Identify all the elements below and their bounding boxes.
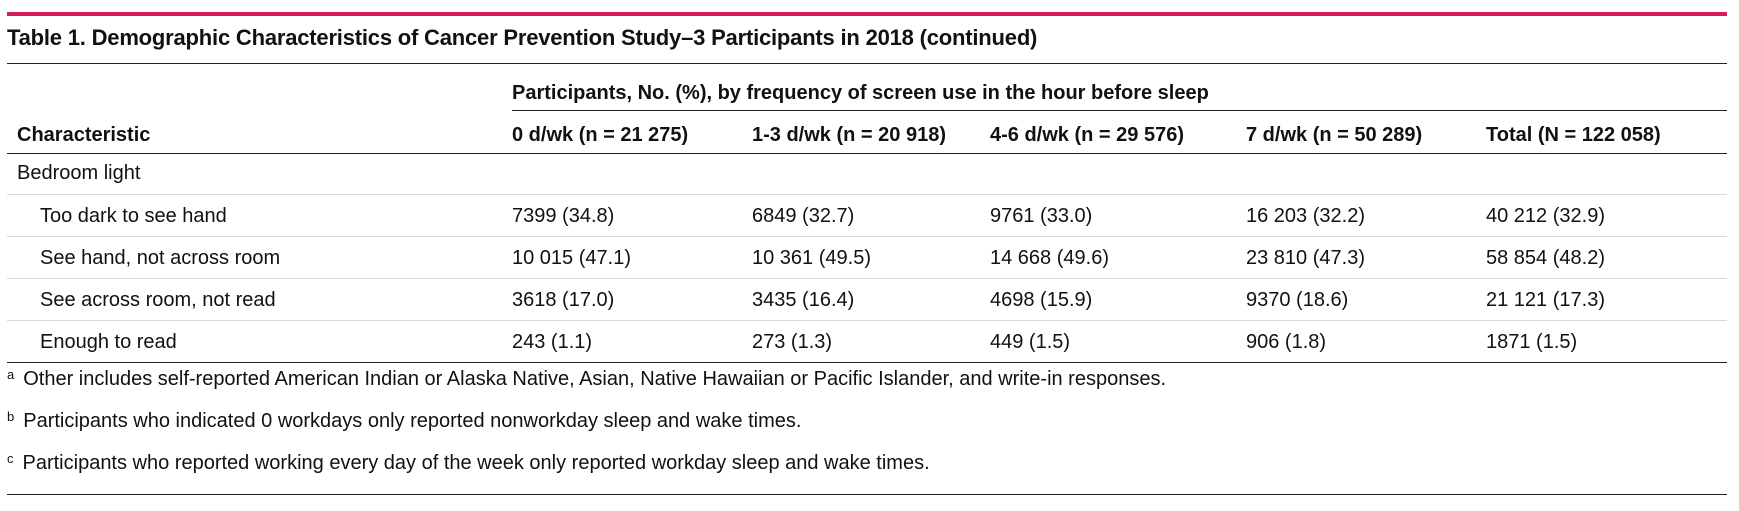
footnote-text: Participants who indicated 0 workdays on…: [23, 410, 802, 432]
table-cell: 58 854 (48.2): [1486, 247, 1605, 269]
column-header-7-dwk: 7 d/wk (n = 50 289): [1246, 124, 1423, 146]
table-header-band: [7, 63, 1727, 154]
row-label: Enough to read: [40, 331, 177, 353]
column-header-total: Total (N = 122 058): [1486, 124, 1661, 146]
table-cell: 1871 (1.5): [1486, 331, 1578, 353]
table-row: Too dark to see hand 7399 (34.8) 6849 (3…: [7, 194, 1727, 237]
table-cell: 9370 (18.6): [1246, 289, 1349, 311]
table-cell: 7399 (34.8): [512, 205, 615, 227]
end-rule: [7, 494, 1727, 495]
table-cell: 3618 (17.0): [512, 289, 615, 311]
table-cell: 14 668 (49.6): [990, 247, 1109, 269]
table-cell: 10 361 (49.5): [752, 247, 871, 269]
table-cell: 3435 (16.4): [752, 289, 855, 311]
column-header-0-dwk: 0 d/wk (n = 21 275): [512, 124, 689, 146]
table-bottom-rule: [7, 362, 1727, 363]
table-cell: 21 121 (17.3): [1486, 289, 1605, 311]
footnote-mark: a: [7, 367, 15, 382]
table-cell: 40 212 (32.9): [1486, 205, 1605, 227]
table-row: See hand, not across room 10 015 (47.1) …: [7, 236, 1727, 279]
column-header-1-3-dwk: 1-3 d/wk (n = 20 918): [752, 124, 946, 146]
footnote-text: Other includes self-reported American In…: [23, 368, 1167, 390]
table-cell: 243 (1.1): [512, 331, 593, 353]
row-label: See across room, not read: [40, 289, 276, 311]
column-header-characteristic: Characteristic: [17, 124, 151, 146]
accent-rule: [7, 12, 1727, 16]
table-row: Enough to read 243 (1.1) 273 (1.3) 449 (…: [7, 320, 1727, 363]
table-cell: 23 810 (47.3): [1246, 247, 1365, 269]
table-cell: 6849 (32.7): [752, 205, 855, 227]
row-label: See hand, not across room: [40, 247, 281, 269]
column-header-4-6-dwk: 4-6 d/wk (n = 29 576): [990, 124, 1184, 146]
footnote-c: c Participants who reported working every…: [7, 451, 930, 475]
table-row-group: Bedroom light: [7, 152, 1727, 194]
spanner-rule: [512, 110, 1727, 111]
table-cell: 906 (1.8): [1246, 331, 1327, 353]
table-title: Table 1. Demographic Characteristics of …: [7, 25, 1038, 50]
footnote-b: b Participants who indicated 0 workdays o…: [7, 409, 802, 433]
row-group-label: Bedroom light: [17, 162, 141, 184]
table-cell: 16 203 (32.2): [1246, 205, 1365, 227]
footnote-a: a Other includes self-reported American I…: [7, 367, 1167, 391]
table-cell: 9761 (33.0): [990, 205, 1093, 227]
row-label: Too dark to see hand: [40, 205, 227, 227]
table-cell: 4698 (15.9): [990, 289, 1093, 311]
table-cell: 273 (1.3): [752, 331, 833, 353]
footnote-mark: b: [7, 409, 15, 424]
footnote-text: Participants who reported working every …: [22, 452, 930, 474]
footnote-mark: c: [7, 451, 14, 466]
column-spanner-header: Participants, No. (%), by frequency of s…: [512, 82, 1209, 104]
table-row: See across room, not read 3618 (17.0) 34…: [7, 278, 1727, 321]
table-cell: 449 (1.5): [990, 331, 1071, 353]
table-cell: 10 015 (47.1): [512, 247, 631, 269]
